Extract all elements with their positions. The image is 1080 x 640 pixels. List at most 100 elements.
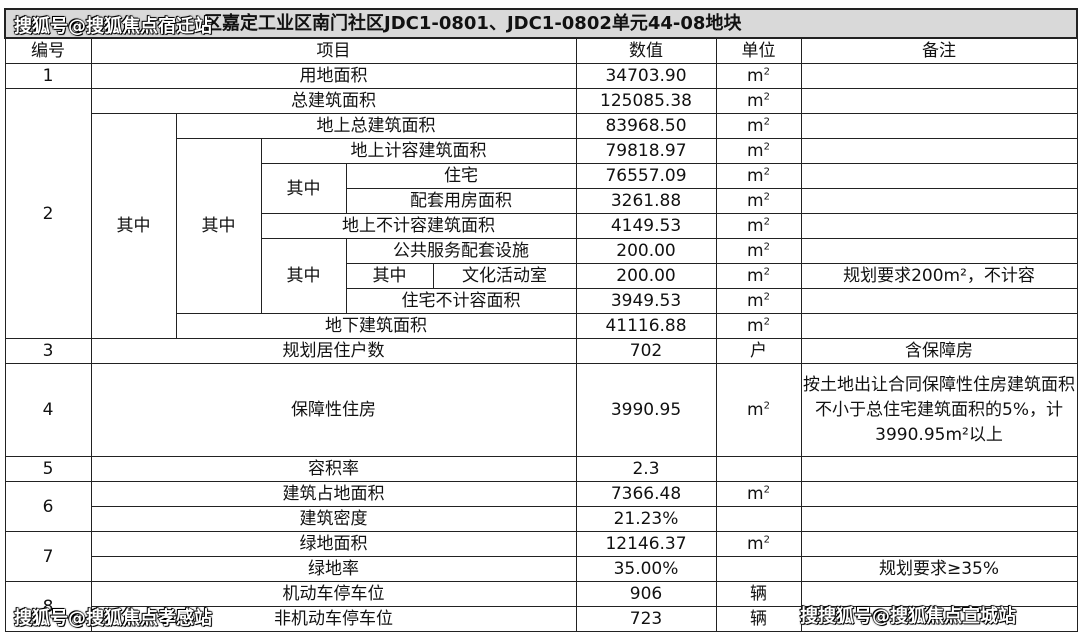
- unit-m2-sup: 2: [763, 266, 770, 278]
- unit-m2-sup: 2: [763, 316, 770, 328]
- cell-item: 保障性住房: [90, 363, 577, 457]
- unit-m2: m: [747, 316, 764, 336]
- cell-unit: m2: [715, 163, 802, 189]
- unit-m2: m: [747, 191, 764, 211]
- unit-m2-sup: 2: [763, 91, 770, 103]
- unit-m2: m: [747, 166, 764, 186]
- cell-value: 79818.97: [575, 138, 717, 164]
- unit-m2: m: [747, 141, 764, 161]
- unit-m2-sup: 2: [763, 191, 770, 203]
- cell-unit: m2: [715, 63, 802, 89]
- header-remark: 备注: [800, 37, 1078, 64]
- table-row: 6 建筑占地面积 7366.48 m2: [4, 481, 1078, 532]
- cell-no: 5: [4, 456, 92, 482]
- cell-item: 绿地率: [90, 556, 577, 582]
- cell-unit: m2: [715, 138, 802, 164]
- unit-m2-sup: 2: [763, 66, 770, 78]
- cell-value: 906: [575, 581, 717, 607]
- table-row: 8 机动车停车位 906 辆: [4, 581, 1078, 632]
- table-row: 配套用房面积 3261.88 m2: [5, 188, 1078, 214]
- cell-item: 地上不计容建筑面积: [260, 213, 577, 239]
- cell-unit: [715, 456, 802, 482]
- cell-item: 文化活动室: [432, 263, 577, 289]
- table-row: 非机动车停车位 723 辆: [5, 606, 1078, 632]
- watermark: 搜狐号@搜狐焦点宿迁站: [14, 16, 213, 38]
- unit-m2: m: [747, 91, 764, 111]
- cell-item: 配套用房面积: [345, 188, 577, 214]
- cell-item: 地下建筑面积: [175, 313, 577, 339]
- cell-item: 规划居住户数: [90, 338, 577, 364]
- cell-unit: m2: [715, 313, 802, 339]
- table-row: 建筑密度 21.23%: [5, 506, 1078, 532]
- table-row: 4 保障性住房 3990.95 m2 按土地出让合同保障性住房建筑面积不小于总住…: [4, 363, 1078, 457]
- cell-item: 非机动车停车位: [90, 606, 577, 632]
- unit-m2: m: [747, 291, 764, 311]
- unit-m2-sup: 2: [763, 241, 770, 253]
- unit-m2: m: [747, 400, 764, 420]
- cell-value: 83968.50: [575, 113, 717, 139]
- cell-value: 3261.88: [575, 188, 717, 214]
- header-no: 编号: [4, 37, 92, 64]
- cell-unit: m2: [715, 531, 802, 557]
- header-item: 项目: [90, 37, 577, 64]
- unit-m2: m: [747, 266, 764, 286]
- table-row: 7 绿地面积 12146.37 m2: [4, 531, 1078, 582]
- cell-unit: m2: [715, 481, 802, 507]
- table-row: 其中 文化活动室 200.00 m2 规划要求200m²，不计容: [5, 263, 1078, 289]
- cell-unit: m2: [715, 363, 802, 457]
- cell-value: 2.3: [575, 456, 717, 482]
- cell-value: 3949.53: [575, 288, 717, 314]
- cell-no: 4: [4, 363, 92, 457]
- cell-subgroup: 其中: [260, 163, 347, 214]
- table-row: 绿地率 35.00% 规划要求≥35%: [5, 556, 1078, 582]
- cell-value: 41116.88: [575, 313, 717, 339]
- cell-unit: [715, 556, 802, 582]
- cell-value: 4149.53: [575, 213, 717, 239]
- cell-item: 住宅: [345, 163, 577, 189]
- cell-unit: m2: [715, 288, 802, 314]
- unit-m2-sup: 2: [763, 216, 770, 228]
- cell-remark: [800, 113, 1078, 139]
- cell-value: 125085.38: [575, 88, 717, 114]
- cell-subgroup: 其中: [260, 238, 347, 314]
- cell-item: 总建筑面积: [90, 88, 577, 114]
- cell-subgroup: 其中: [345, 263, 434, 289]
- cell-unit: [715, 506, 802, 532]
- unit-m2-sup: 2: [763, 116, 770, 128]
- cell-remark: [800, 188, 1078, 214]
- unit-m2-sup: 2: [763, 141, 770, 153]
- cell-item: 公共服务配套设施: [345, 238, 577, 264]
- table-title: 搜狐号@搜狐焦点宿迁站区嘉定工业区南门社区JDC1-0801、JDC1-0802…: [3, 8, 1079, 39]
- cell-item: 地上计容建筑面积: [260, 138, 577, 164]
- cell-unit: m2: [715, 213, 802, 239]
- cell-remark: [800, 63, 1078, 89]
- cell-remark: [800, 481, 1078, 507]
- cell-unit: m2: [715, 188, 802, 214]
- watermark: 搜搜狐号@搜狐焦点宣城站: [800, 606, 1017, 628]
- cell-remark: 规划要求200m²，不计容: [800, 263, 1078, 289]
- cell-unit: m2: [715, 113, 802, 139]
- unit-m2-sup: 2: [763, 534, 770, 546]
- cell-value: 200.00: [575, 238, 717, 264]
- table-row: 地下建筑面积 41116.88 m2: [5, 313, 1078, 339]
- cell-unit: m2: [715, 263, 802, 289]
- table-row: 其中 地上计容建筑面积 79818.97 m2: [5, 138, 1078, 314]
- cell-no: 3: [4, 338, 92, 364]
- table-row: 其中 公共服务配套设施 200.00 m2: [5, 238, 1078, 314]
- cell-unit: 辆: [715, 606, 802, 632]
- table-row: 3 规划居住户数 702 户 含保障房: [4, 338, 1078, 364]
- cell-remark: [800, 288, 1078, 314]
- table-row: 1 用地面积 34703.90 m2: [4, 63, 1078, 89]
- cell-item: 绿地面积: [90, 531, 577, 557]
- cell-remark: [800, 88, 1078, 114]
- cell-value: 3990.95: [575, 363, 717, 457]
- cell-remark: 含保障房: [800, 338, 1078, 364]
- cell-value: 12146.37: [575, 531, 717, 557]
- unit-m2: m: [747, 116, 764, 136]
- land-parcel-table: 搜狐号@搜狐焦点宿迁站区嘉定工业区南门社区JDC1-0801、JDC1-0802…: [3, 8, 1079, 632]
- cell-value: 723: [575, 606, 717, 632]
- cell-remark: [800, 163, 1078, 189]
- unit-m2-sup: 2: [763, 400, 770, 412]
- cell-unit: m2: [715, 88, 802, 114]
- cell-remark: [800, 506, 1078, 532]
